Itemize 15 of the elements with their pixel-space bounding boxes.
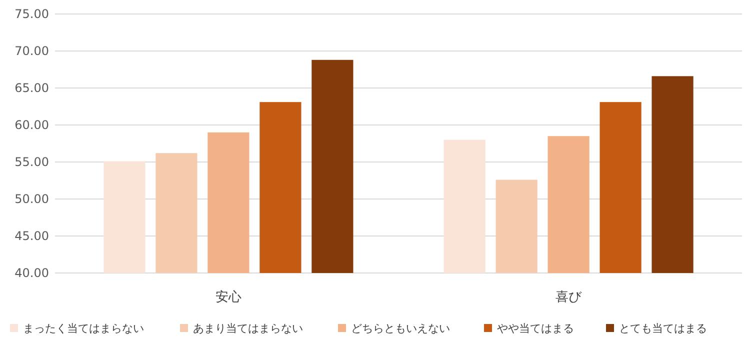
y-tick-label: 45.00 [14, 229, 49, 244]
legend-label: とても当てはまる [619, 322, 707, 335]
y-tick-label: 60.00 [14, 118, 49, 132]
y-tick-label: 65.00 [14, 81, 49, 96]
y-tick-label: 50.00 [14, 192, 49, 206]
legend-label: あまり当てはまらない [193, 322, 303, 335]
legend-label: まったく当てはまらない [23, 322, 144, 335]
legend-label: どちらともいえない [351, 322, 450, 335]
x-tick-label: 喜び [556, 290, 583, 305]
y-tick-label: 55.00 [14, 155, 49, 170]
y-tick-label: 75.00 [14, 7, 49, 22]
y-tick-label: 40.00 [14, 266, 49, 280]
legend-label: やや当てはまる [497, 322, 574, 335]
y-tick-label: 70.00 [14, 44, 49, 58]
x-tick-label: 安心 [215, 289, 242, 305]
